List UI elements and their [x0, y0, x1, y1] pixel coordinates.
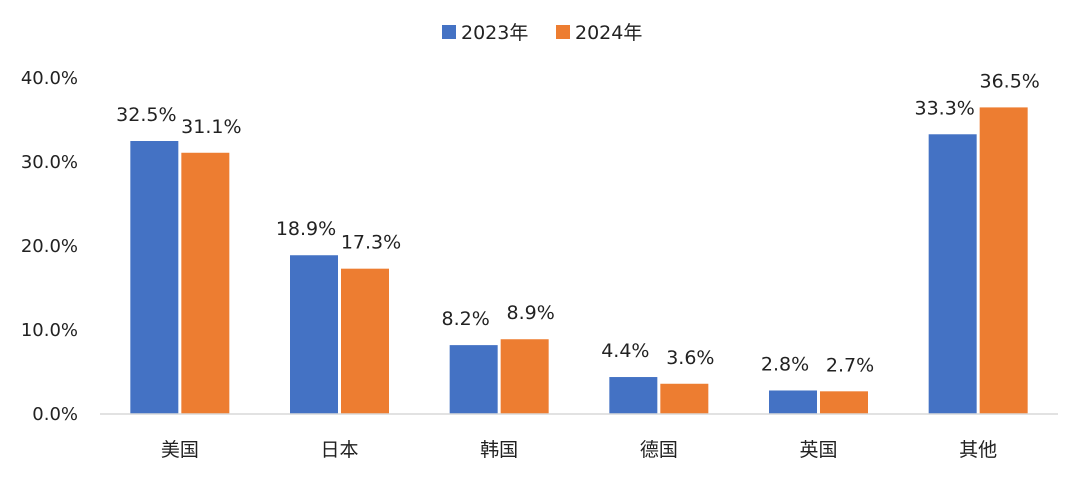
bar-series2 — [500, 339, 549, 414]
data-label: 31.1% — [181, 116, 241, 138]
bar-series2 — [979, 107, 1028, 415]
legend: 2023年 2024年 — [442, 22, 642, 44]
data-label: 4.4% — [601, 340, 649, 362]
data-label: 33.3% — [914, 97, 974, 119]
bar-series1 — [769, 390, 817, 414]
bar-series1 — [130, 141, 179, 414]
data-label: 17.3% — [341, 232, 401, 254]
y-tick-label: 30.0% — [21, 152, 78, 173]
x-category-label: 德国 — [640, 439, 678, 461]
bar-series1 — [290, 255, 338, 414]
y-tick-label: 20.0% — [21, 236, 78, 257]
y-axis: 0.0% 10.0% 20.0% 30.0% 40.0% — [21, 68, 78, 425]
bar-series2 — [181, 152, 230, 414]
bar-series1 — [928, 134, 977, 414]
data-label: 8.2% — [442, 308, 490, 330]
bar-series2 — [820, 391, 868, 414]
x-category-label: 英国 — [799, 439, 837, 461]
data-label: 18.9% — [276, 218, 336, 240]
bar-series2 — [660, 383, 709, 414]
data-label: 32.5% — [116, 104, 176, 126]
bars — [130, 107, 1028, 415]
y-tick-label: 40.0% — [21, 68, 78, 89]
data-label: 2.7% — [826, 354, 874, 376]
legend-swatch-1 — [556, 25, 570, 39]
data-label: 3.6% — [666, 347, 714, 369]
data-label: 2.8% — [761, 353, 809, 375]
x-category-label: 日本 — [320, 439, 358, 461]
legend-label-0: 2023年 — [461, 22, 528, 44]
y-tick-label: 10.0% — [21, 320, 78, 341]
data-label: 8.9% — [507, 302, 555, 324]
bar-series2 — [341, 268, 389, 414]
x-category-label: 韩国 — [480, 439, 518, 461]
x-category-label: 其他 — [959, 439, 997, 461]
bar-series1 — [449, 345, 498, 414]
x-axis: 美国 日本 韩国 德国 英国 其他 — [100, 413, 1058, 461]
y-tick-label: 0.0% — [32, 404, 78, 425]
data-label: 36.5% — [979, 70, 1039, 92]
bar-series1 — [609, 377, 658, 414]
legend-swatch-0 — [442, 25, 456, 39]
data-labels: 32.5%31.1% 18.9%17.3% 8.2% 8.9% 4.4% 3.6% 2.8%… — [116, 70, 1040, 376]
legend-label-1: 2024年 — [575, 22, 642, 44]
x-category-label: 美国 — [161, 439, 199, 461]
